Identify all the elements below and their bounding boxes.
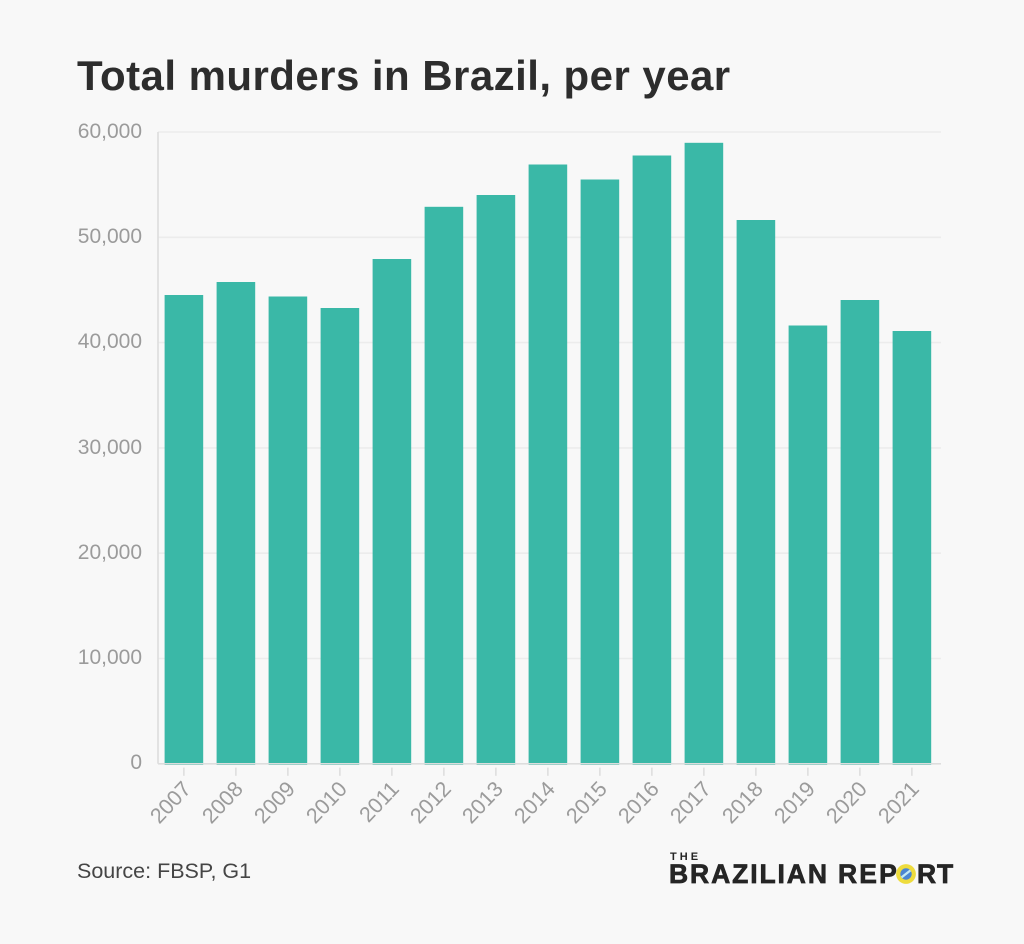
svg-text:2018: 2018: [717, 777, 767, 828]
svg-text:2008: 2008: [197, 777, 247, 828]
svg-text:2015: 2015: [561, 777, 611, 828]
svg-text:2017: 2017: [665, 777, 715, 828]
svg-text:2007: 2007: [145, 777, 195, 828]
svg-text:2013: 2013: [457, 777, 507, 828]
svg-text:2009: 2009: [249, 777, 299, 828]
svg-text:2016: 2016: [613, 777, 663, 828]
svg-text:2021: 2021: [873, 777, 923, 828]
svg-text:2019: 2019: [769, 777, 819, 828]
svg-text:2011: 2011: [355, 777, 404, 827]
svg-text:2014: 2014: [509, 777, 559, 828]
svg-text:2020: 2020: [821, 777, 871, 828]
svg-text:2012: 2012: [405, 777, 455, 828]
svg-text:2010: 2010: [301, 777, 351, 828]
